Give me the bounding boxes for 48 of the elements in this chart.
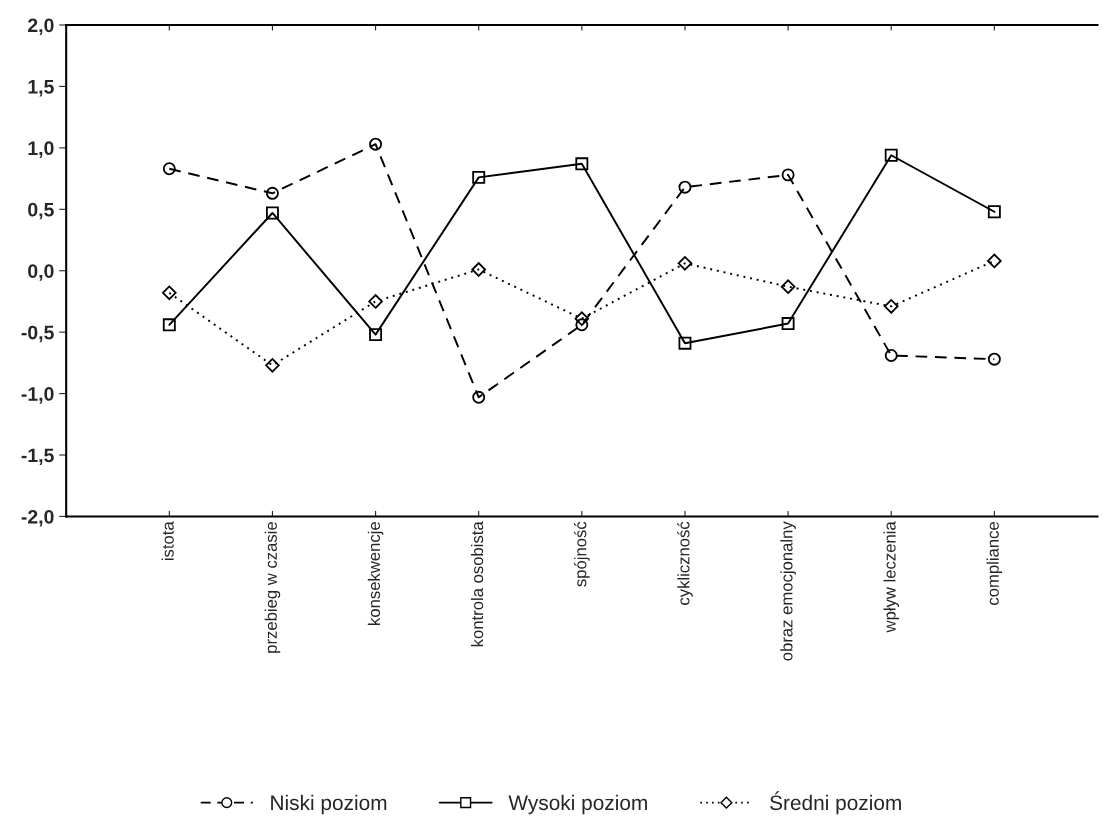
y-tick-label: -1,0 bbox=[21, 387, 54, 404]
x-tick-label: wpływ leczenia bbox=[883, 521, 899, 633]
point bbox=[369, 137, 383, 151]
point bbox=[574, 311, 590, 326]
y-tick-label: -1,5 bbox=[21, 448, 54, 466]
x-tick-label: przebieg w czasie bbox=[264, 522, 281, 653]
point bbox=[678, 180, 692, 194]
y-tick-label: 1,5 bbox=[28, 80, 54, 97]
y-tick-label: -0,5 bbox=[21, 325, 54, 343]
point bbox=[471, 262, 486, 277]
x-tick-label: spójność bbox=[573, 521, 590, 587]
legend-label: Wysoki poziom bbox=[508, 794, 647, 815]
point bbox=[265, 206, 279, 220]
x-tick-label: compliance bbox=[986, 522, 1003, 605]
x-tick-label: kontrola osobista bbox=[470, 521, 484, 647]
point bbox=[780, 279, 796, 294]
point bbox=[987, 253, 1002, 269]
x-tick-label: istota bbox=[161, 521, 174, 561]
point bbox=[884, 148, 898, 162]
point bbox=[781, 168, 795, 182]
x-tick-label: obraz emocjonalny bbox=[780, 521, 796, 661]
point bbox=[883, 299, 899, 314]
y-tick-label: 0,5 bbox=[28, 202, 54, 220]
y-tick-label: 2,0 bbox=[28, 18, 54, 36]
legend-label: Średni poziom bbox=[770, 791, 901, 815]
point bbox=[677, 256, 693, 271]
point bbox=[575, 157, 589, 171]
x-tick-label: cykliczność bbox=[677, 521, 693, 605]
point bbox=[265, 358, 280, 373]
point bbox=[472, 390, 486, 404]
point bbox=[265, 186, 279, 200]
point bbox=[162, 162, 176, 176]
y-tick-label: 1,0 bbox=[28, 141, 54, 158]
point bbox=[162, 285, 177, 301]
point bbox=[987, 352, 1001, 366]
y-tick-label: 0,0 bbox=[28, 264, 54, 281]
x-tick-label: konsekwencje bbox=[367, 522, 384, 625]
point bbox=[575, 318, 589, 332]
point bbox=[678, 336, 692, 350]
y-tick-label: -2,0 bbox=[21, 509, 54, 527]
point bbox=[472, 170, 486, 184]
point bbox=[368, 294, 383, 309]
point bbox=[884, 349, 898, 362]
point bbox=[369, 328, 383, 342]
legend-label: Niski poziom bbox=[271, 794, 387, 815]
point bbox=[162, 318, 176, 332]
point bbox=[781, 317, 795, 331]
point bbox=[987, 205, 1001, 219]
